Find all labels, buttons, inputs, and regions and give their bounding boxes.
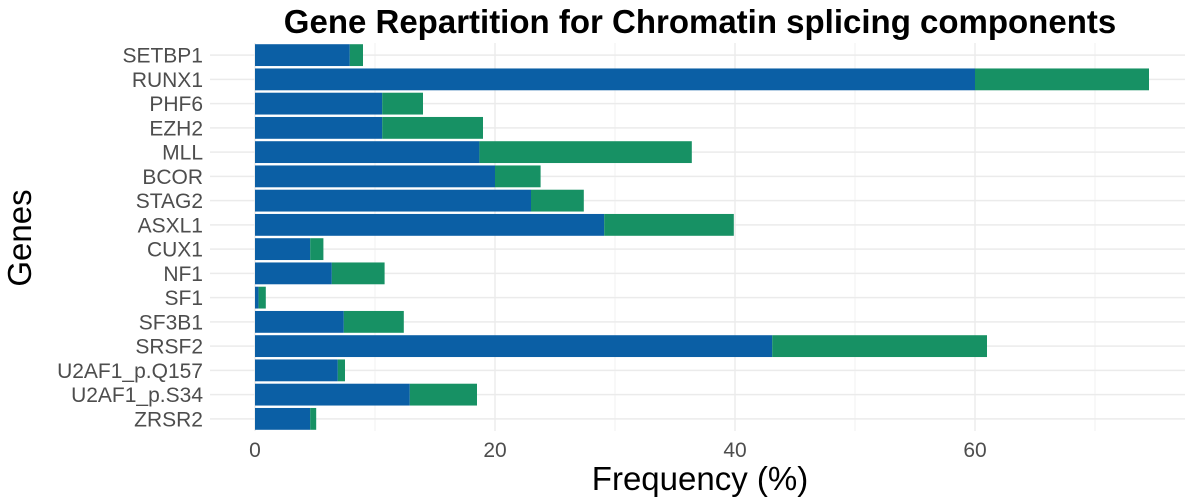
- bar-segment: [382, 116, 483, 139]
- y-tick-label: U2AF1_p.S34: [71, 384, 203, 407]
- bar-segment: [255, 116, 383, 139]
- x-tick-label: 0: [249, 439, 261, 462]
- bar-segment: [258, 286, 266, 309]
- bar-segment: [255, 262, 332, 285]
- bar-segment: [382, 92, 423, 115]
- bar-segment: [255, 141, 480, 164]
- y-tick-label: U2AF1_p.Q157: [57, 360, 203, 383]
- bar-segment: [975, 68, 1149, 91]
- y-tick-label: PHF6: [149, 93, 203, 116]
- y-tick-label: ASXL1: [138, 214, 203, 237]
- bar-segment: [310, 407, 317, 430]
- y-tick-labels: SETBP1RUNX1PHF6EZH2MLLBCORSTAG2ASXL1CUX1…: [57, 45, 203, 432]
- y-tick-label: SF1: [164, 287, 203, 310]
- x-tick-label: 40: [723, 439, 746, 462]
- bar-segment: [255, 286, 259, 309]
- y-tick-label: ZRSR2: [134, 408, 203, 431]
- x-tick-labels: 0 20 40 60: [249, 439, 987, 462]
- bar-segment: [337, 359, 345, 382]
- bars: [255, 44, 1149, 430]
- chart-title: Gene Repartition for Chromatin splicing …: [284, 3, 1116, 40]
- bar-segment: [331, 262, 385, 285]
- bar-segment: [255, 68, 975, 91]
- y-tick-label: SETBP1: [122, 45, 203, 68]
- bar-segment: [255, 407, 311, 430]
- x-axis-title: Frequency (%): [592, 460, 808, 497]
- y-tick-label: BCOR: [142, 166, 203, 189]
- bar-segment: [255, 383, 410, 406]
- y-axis-title: Genes: [1, 189, 38, 286]
- y-tick-label: NF1: [163, 263, 203, 286]
- bar-segment: [349, 44, 363, 67]
- bar-segment: [255, 165, 495, 188]
- bar-segment: [255, 92, 383, 115]
- bar-segment: [495, 165, 541, 188]
- bar-segment: [409, 383, 477, 406]
- bar-segment: [255, 310, 344, 333]
- bar-segment: [604, 213, 734, 236]
- bar-segment: [255, 213, 605, 236]
- y-tick-label: SF3B1: [139, 311, 203, 334]
- y-tick-label: RUNX1: [132, 69, 203, 92]
- bar-segment: [479, 141, 692, 164]
- bar-segment: [343, 310, 404, 333]
- bar-segment: [255, 189, 531, 212]
- bar-segment: [255, 44, 350, 67]
- bar-segment: [255, 359, 338, 382]
- y-tick-label: SRSF2: [135, 336, 203, 359]
- bar-segment: [255, 335, 773, 358]
- y-tick-label: MLL: [162, 142, 203, 165]
- bar-segment: [255, 238, 311, 261]
- bar-segment: [531, 189, 584, 212]
- y-tick-label: EZH2: [149, 117, 203, 140]
- y-tick-label: CUX1: [147, 239, 203, 262]
- bar-segment: [310, 238, 324, 261]
- bar-segment: [772, 335, 987, 358]
- y-tick-label: STAG2: [136, 190, 203, 213]
- x-tick-label: 60: [963, 439, 986, 462]
- x-tick-label: 20: [483, 439, 506, 462]
